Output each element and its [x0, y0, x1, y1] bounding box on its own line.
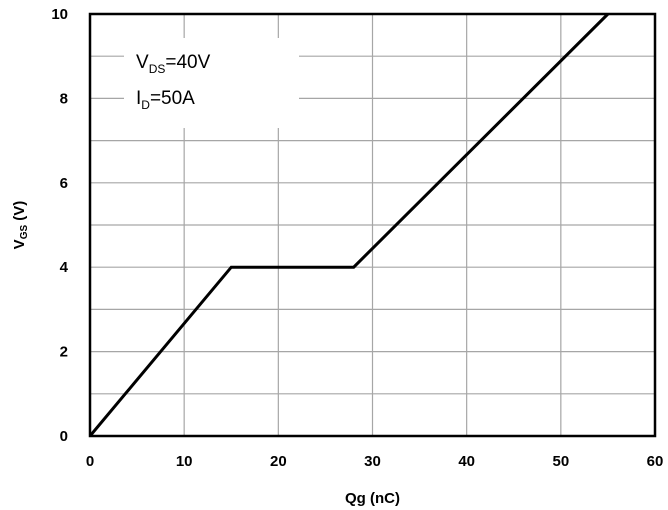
x-tick-label: 50: [552, 453, 569, 470]
plot-frame: [88, 12, 657, 438]
legend-vds-rest: =40V: [165, 52, 210, 73]
y-tick-label: 10: [51, 6, 68, 23]
series-line-0: [88, 12, 609, 437]
x-tick-labels: 0 10 20 30 40 50 60: [86, 453, 664, 470]
legend: VDS=40V ID=50A: [136, 52, 211, 112]
y-tick-label: 2: [60, 344, 68, 361]
x-tick-label: 10: [176, 453, 193, 470]
y-axis-title-sub: GS: [19, 225, 30, 240]
y-tick-labels: 0 2 4 6 8 10: [51, 6, 68, 445]
legend-line-id: ID=50A: [136, 88, 195, 112]
grid-lines: [90, 14, 655, 436]
legend-background: [124, 38, 299, 128]
legend-vds-sub: DS: [149, 62, 166, 76]
x-axis-title: Qg (nC): [345, 490, 400, 507]
legend-id-rest: =50A: [150, 88, 195, 109]
y-tick-label: 0: [60, 428, 68, 445]
x-tick-label: 0: [86, 453, 94, 470]
y-tick-label: 8: [60, 90, 68, 107]
y-axis-title: VGS (V): [11, 201, 30, 250]
x-tick-label: 30: [364, 453, 381, 470]
legend-id-sub: D: [141, 98, 150, 112]
x-tick-label: 40: [458, 453, 475, 470]
y-tick-label: 6: [60, 175, 68, 192]
legend-line-vds: VDS=40V: [136, 52, 211, 76]
series-group: [88, 12, 609, 437]
legend-box: [124, 38, 299, 128]
y-axis-title-main: V: [11, 239, 28, 249]
y-tick-label: 4: [60, 259, 69, 276]
x-tick-label: 20: [270, 453, 287, 470]
x-tick-label: 60: [647, 453, 664, 470]
legend-vds-main: V: [136, 52, 149, 73]
y-axis-title-unit: (V): [11, 201, 28, 225]
legend-id-main: I: [136, 88, 141, 109]
